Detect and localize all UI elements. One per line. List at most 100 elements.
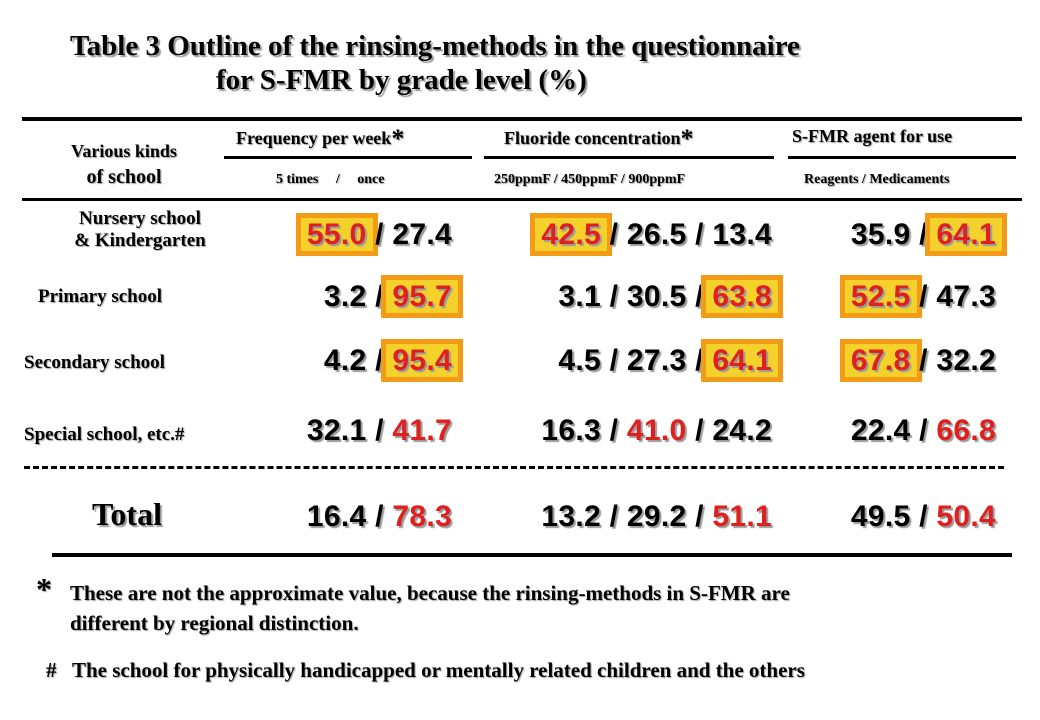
cell-value: 16.3 <box>541 414 601 447</box>
cell-value: 41.0 <box>626 414 687 447</box>
note-asterisk: These are not the approximate value, bec… <box>70 578 790 638</box>
value-separator: / <box>366 344 393 377</box>
cell-value: 27.4 <box>392 218 452 251</box>
cell-special-frequency: 32.1 / 41.7 <box>307 414 452 448</box>
value-separator: / <box>366 280 393 313</box>
asterisk-mark: * <box>680 124 694 153</box>
cell-secondary-frequency: 4.2 / 95.4 <box>323 339 463 382</box>
cell-primary-frequency: 3.2 / 95.7 <box>323 275 463 318</box>
cell-value: 49.5 <box>850 500 911 533</box>
value-separator: / <box>686 280 713 313</box>
header-row-label-line2: of school <box>86 166 162 188</box>
header-fluoride: Fluoride concentration* <box>504 124 693 154</box>
cell-special-fluoride: 16.3 / 41.0 / 24.2 <box>541 414 772 448</box>
note-hash: The school for physically handicapped or… <box>72 658 805 682</box>
cell-total-frequency: 16.4 / 78.3 <box>307 500 452 534</box>
cell-value: 26.5 <box>626 218 687 251</box>
highlighted-value: 55.0 <box>295 213 378 256</box>
value-separator: / <box>601 414 627 447</box>
cell-primary-fluoride: 3.1 / 30.5 / 63.8 <box>558 275 783 318</box>
header-agent-title: S-FMR agent for use <box>792 126 953 146</box>
value-separator: / <box>910 344 937 377</box>
header-frequency-title: Frequency per week <box>236 128 392 148</box>
note-asterisk-line2: different by regional distinction. <box>70 611 359 635</box>
cell-nursery-fluoride: 42.5 / 26.5 / 13.4 <box>530 213 772 256</box>
highlighted-value: 67.8 <box>839 339 922 382</box>
header-row-label-line1: Various kinds <box>71 141 177 161</box>
value-separator: / <box>910 218 937 251</box>
row-label-secondary: Secondary school <box>24 352 165 373</box>
cell-value: 3.2 <box>323 280 367 313</box>
row-label-nursery-line2: & Kindergarten <box>74 230 206 251</box>
table-title-line2: for S-FMR by grade level (%) <box>216 64 587 96</box>
cell-value: 41.7 <box>392 414 452 447</box>
header-row-label: Various kinds of school <box>44 138 204 190</box>
group-rule-agent <box>788 156 1016 159</box>
highlighted-value: 52.5 <box>839 275 922 318</box>
highlighted-value: 42.5 <box>530 213 612 256</box>
cell-value: 4.5 <box>558 344 601 377</box>
group-rule-frequency <box>224 156 472 159</box>
cell-value: 4.2 <box>323 344 367 377</box>
value-separator: / <box>366 500 393 533</box>
value-separator: / <box>366 414 393 447</box>
value-separator: / <box>686 500 713 533</box>
note-asterisk-line1: These are not the approximate value, bec… <box>70 581 790 605</box>
bottom-rule <box>52 553 1012 557</box>
note-asterisk-mark: * <box>36 571 52 607</box>
cell-value: 35.9 <box>850 218 911 251</box>
header-frequency-sub: 5 times / once <box>276 172 385 187</box>
cell-value: 13.2 <box>541 500 601 533</box>
value-separator: / <box>366 218 393 251</box>
header-fluoride-title: Fluoride concentration <box>504 128 681 148</box>
value-separator: / <box>910 500 937 533</box>
value-separator: / <box>910 280 937 313</box>
cell-value: 22.4 <box>850 414 911 447</box>
highlighted-value: 95.4 <box>381 339 463 382</box>
cell-value: 32.1 <box>306 414 367 447</box>
highlighted-value: 64.1 <box>925 213 1007 256</box>
header-fluoride-sub: 250ppmF / 450ppmF / 900ppmF <box>494 172 686 187</box>
value-separator: / <box>686 344 713 377</box>
cell-special-agent: 22.4 / 66.8 <box>851 414 996 448</box>
cell-nursery-agent: 35.9 / 64.1 <box>850 213 1007 256</box>
header-bottom-rule <box>22 198 1022 201</box>
row-label-nursery: Nursery school & Kindergarten <box>40 208 240 252</box>
highlighted-value: 95.7 <box>381 275 463 318</box>
cell-total-fluoride: 13.2 / 29.2 / 51.1 <box>541 500 772 534</box>
cell-primary-agent: 52.5 / 47.3 <box>839 275 996 318</box>
cell-value: 29.2 <box>626 500 687 533</box>
group-rule-fluoride <box>484 156 774 159</box>
cell-value: 78.3 <box>392 500 452 533</box>
header-frequency: Frequency per week* <box>236 124 404 154</box>
cell-value: 3.1 <box>558 280 601 313</box>
cell-value: 51.1 <box>712 500 772 533</box>
top-rule <box>22 117 1022 121</box>
cell-value: 66.8 <box>936 414 996 447</box>
cell-value: 13.4 <box>712 218 772 251</box>
table-title-line1: Table 3 Outline of the rinsing-methods i… <box>70 30 800 62</box>
cell-value: 16.4 <box>306 500 367 533</box>
value-separator: / <box>601 500 627 533</box>
header-agent-sub: Reagents / Medicaments <box>804 172 950 187</box>
row-label-primary: Primary school <box>38 286 163 307</box>
value-separator: / <box>910 414 937 447</box>
row-label-total: Total <box>92 496 162 532</box>
cell-value: 24.2 <box>712 414 772 447</box>
dashed-separator <box>24 466 1004 469</box>
row-label-nursery-line1: Nursery school <box>79 208 201 229</box>
value-separator: / <box>601 218 627 251</box>
cell-secondary-fluoride: 4.5 / 27.3 / 64.1 <box>558 339 783 382</box>
cell-value: 47.3 <box>936 280 996 313</box>
value-separator: / <box>686 218 713 251</box>
cell-value: 32.2 <box>936 344 996 377</box>
note-hash-mark: # <box>46 658 57 682</box>
cell-secondary-agent: 67.8 / 32.2 <box>839 339 996 382</box>
cell-total-agent: 49.5 / 50.4 <box>851 500 996 534</box>
value-separator: / <box>601 344 627 377</box>
cell-value: 50.4 <box>936 500 996 533</box>
cell-value: 27.3 <box>626 344 687 377</box>
highlighted-value: 63.8 <box>701 275 783 318</box>
cell-value: 30.5 <box>626 280 687 313</box>
row-label-special: Special school, etc.# <box>24 424 185 445</box>
